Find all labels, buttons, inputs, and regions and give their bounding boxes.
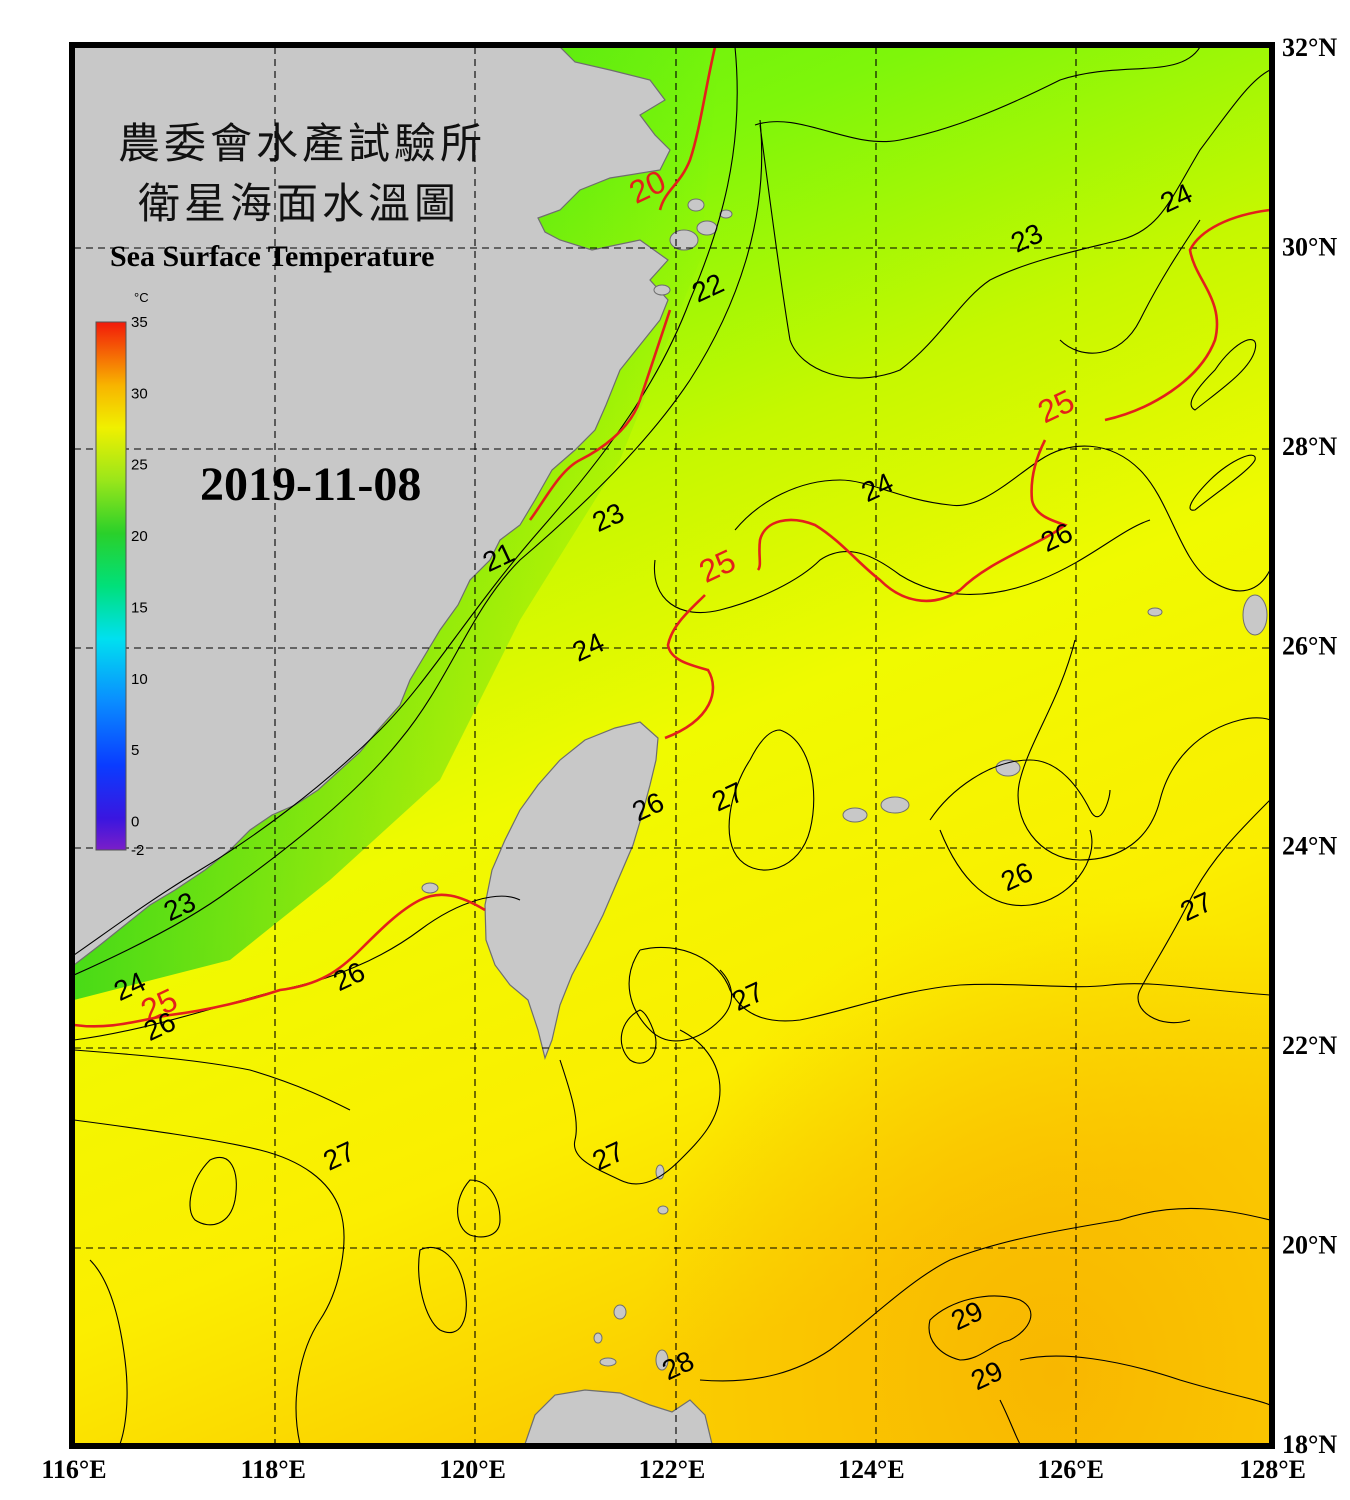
colorbar-tick-label: 30	[131, 385, 148, 402]
longitude-label: 122°E	[639, 1455, 706, 1484]
longitude-label: 124°E	[838, 1455, 905, 1484]
title-zh-line1: 農委會水產試驗所	[118, 119, 486, 168]
colorbar-tick-label: 25	[131, 457, 148, 474]
taiwan-island	[484, 721, 659, 1060]
map-area: 2022232425242623252124272626272326242526…	[74, 47, 1270, 1444]
longitude-labels: 116°E 118°E 120°E 122°E 124°E 126°E 128°E	[41, 1455, 1306, 1484]
colorbar-tick-label: 0	[131, 813, 139, 830]
longitude-label: 116°E	[41, 1455, 106, 1484]
colorbar-scale	[95, 321, 127, 851]
small-islands	[421, 198, 1268, 1371]
latitude-label: 24°N	[1282, 831, 1337, 860]
latitude-label: 20°N	[1282, 1230, 1337, 1259]
longitude-label: 120°E	[439, 1455, 506, 1484]
title-en: Sea Surface Temperature	[110, 240, 434, 273]
latitude-label: 26°N	[1282, 632, 1337, 661]
isotherm-lines	[74, 47, 1270, 1444]
longitude-label: 126°E	[1037, 1455, 1104, 1484]
colorbar-tick-label: 10	[131, 671, 148, 688]
date-label: 2019-11-08	[200, 458, 421, 511]
colorbar: °C 35 30 25 20 15 10 5 0 -2	[95, 290, 149, 859]
latitude-label: 18°N	[1282, 1430, 1337, 1459]
colorbar-tick-label: 20	[131, 528, 148, 545]
title-zh-line2: 衛星海面水溫圖	[138, 179, 460, 228]
longitude-label: 128°E	[1239, 1455, 1306, 1484]
colorbar-tick-label: -2	[131, 842, 144, 859]
luzon-island	[524, 1389, 713, 1444]
graticule	[74, 47, 1270, 1444]
colorbar-unit: °C	[134, 290, 149, 305]
latitude-label: 22°N	[1282, 1031, 1337, 1060]
colorbar-tick-label: 5	[131, 742, 139, 759]
isotherm-highlight-lines	[74, 47, 1270, 1028]
colorbar-tick-label: 15	[131, 599, 148, 616]
latitude-label: 28°N	[1282, 432, 1337, 461]
map-frame	[69, 42, 1275, 1449]
colorbar-ticks: 35 30 25 20 15 10 5 0 -2	[131, 314, 148, 859]
latitude-labels: 32°N 30°N 28°N 26°N 24°N 22°N 20°N 18°N	[1282, 33, 1337, 1459]
china-mainland	[74, 47, 671, 966]
colorbar-tick-label: 35	[131, 314, 148, 331]
longitude-label: 118°E	[241, 1455, 306, 1484]
latitude-label: 32°N	[1282, 33, 1337, 62]
latitude-label: 30°N	[1282, 233, 1337, 262]
